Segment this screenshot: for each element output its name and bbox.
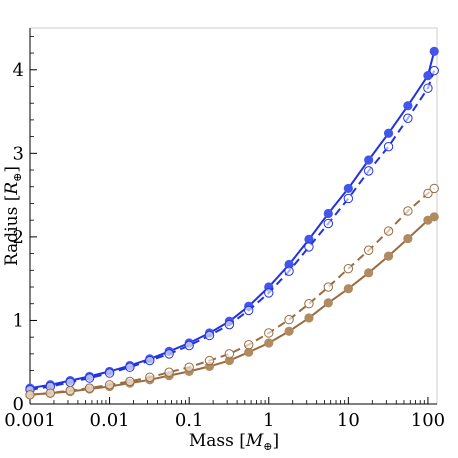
y-tick-label: 4 bbox=[13, 60, 24, 81]
series-2-point bbox=[164, 349, 174, 359]
x-tick-label: 0.01 bbox=[90, 410, 130, 431]
series-2-point bbox=[284, 266, 294, 276]
series-4-point bbox=[429, 183, 439, 194]
series-4-point bbox=[25, 390, 35, 400]
series-4-point bbox=[104, 380, 115, 390]
series-1-point bbox=[403, 101, 413, 111]
series-4-point bbox=[45, 388, 56, 398]
series-3 bbox=[25, 212, 439, 400]
series-2-point bbox=[383, 141, 394, 152]
series-1-point bbox=[423, 71, 433, 81]
series-2-point bbox=[323, 218, 334, 229]
x-tick-label: 0.001 bbox=[4, 410, 56, 431]
series-4-point bbox=[264, 328, 274, 338]
ticks: 0.001 0.01 0.1 1 10 100 0 1 2 3 4 bbox=[4, 35, 445, 431]
series-2-point bbox=[264, 288, 274, 298]
series-3-point bbox=[224, 355, 234, 366]
series-2-point bbox=[84, 373, 95, 383]
series-4-point bbox=[403, 206, 413, 216]
series-1-point bbox=[284, 259, 294, 270]
series-1-point bbox=[364, 155, 374, 165]
series-3-point bbox=[304, 313, 314, 323]
series-1 bbox=[25, 46, 439, 393]
series-2-point bbox=[403, 113, 413, 123]
series-1-line bbox=[29, 51, 436, 390]
x-tick-label: 10 bbox=[337, 410, 360, 431]
series-3-point bbox=[244, 347, 254, 357]
series-3-point bbox=[323, 298, 333, 308]
series-4-point bbox=[363, 245, 374, 255]
series-2-point bbox=[125, 362, 135, 372]
y-tick-label: 1 bbox=[13, 310, 24, 331]
series-2-point bbox=[65, 377, 75, 387]
series-4-line bbox=[29, 187, 435, 396]
series-4-point bbox=[145, 372, 155, 382]
y-tick-label: 3 bbox=[13, 143, 24, 164]
series-3-point bbox=[284, 326, 294, 336]
series-4-point bbox=[383, 226, 394, 236]
series-4-point bbox=[323, 282, 334, 292]
series-2-line bbox=[29, 70, 436, 391]
y-axis-label-subscript: ⊕ bbox=[11, 173, 24, 182]
y-axis-label-end: ] bbox=[2, 166, 22, 173]
plot-frame bbox=[29, 27, 438, 405]
series-2-point bbox=[104, 368, 115, 378]
series-2-point bbox=[244, 305, 254, 316]
series-2-point bbox=[423, 83, 433, 93]
series-4-point bbox=[423, 188, 433, 199]
series-3-point bbox=[383, 251, 394, 261]
x-tick-label: 0.1 bbox=[175, 410, 204, 431]
x-tick-label: 100 bbox=[411, 410, 445, 431]
x-axis-label: Mass [M⊕] bbox=[189, 431, 279, 453]
y-axis-label-main: Radius [ bbox=[2, 195, 22, 266]
x-axis-label-end: ] bbox=[273, 431, 280, 451]
series-2-point bbox=[204, 330, 215, 341]
series-4-point bbox=[343, 263, 354, 274]
series-2-point bbox=[224, 319, 235, 330]
series-1-point bbox=[383, 128, 394, 138]
x-axis-label-main: Mass [ bbox=[189, 431, 246, 451]
series-4-point bbox=[65, 385, 75, 396]
y-tick-label: 2 bbox=[13, 227, 24, 248]
series-3-point bbox=[429, 212, 439, 222]
series-4-point bbox=[84, 383, 95, 393]
x-axis-label-symbol: M bbox=[245, 431, 264, 451]
series-4-point bbox=[164, 367, 174, 377]
series-2 bbox=[25, 65, 439, 395]
series-4-point bbox=[125, 376, 135, 387]
y-axis-label-symbol: R bbox=[2, 182, 22, 196]
series-2-point bbox=[145, 355, 155, 366]
x-tick-label: 1 bbox=[263, 410, 274, 431]
series-1-point bbox=[304, 234, 314, 244]
series-4-point bbox=[204, 355, 215, 366]
series-4 bbox=[25, 183, 439, 400]
series-3-point bbox=[264, 338, 274, 348]
y-axis-label: Radius [R⊕] bbox=[2, 166, 24, 266]
series-2-point bbox=[363, 166, 374, 176]
series-2-point bbox=[343, 193, 354, 204]
series-1-point bbox=[429, 46, 439, 56]
series-4-point bbox=[184, 362, 194, 372]
series-1-point bbox=[323, 208, 333, 219]
series-4-point bbox=[284, 314, 294, 325]
series-4-point bbox=[304, 299, 314, 309]
series-3-point bbox=[364, 268, 374, 278]
series-1-point bbox=[343, 183, 353, 194]
series-2-point bbox=[429, 65, 439, 76]
x-axis-label-subscript: ⊕ bbox=[263, 440, 272, 453]
series-4-point bbox=[224, 349, 235, 359]
series-layer bbox=[25, 46, 439, 400]
series-2-point bbox=[184, 340, 194, 351]
series-4-point bbox=[244, 339, 254, 350]
series-3-point bbox=[343, 284, 353, 294]
series-2-point bbox=[304, 242, 314, 252]
y-tick-label: 0 bbox=[13, 394, 24, 415]
series-3-line bbox=[29, 215, 435, 396]
series-3-point bbox=[403, 233, 413, 244]
